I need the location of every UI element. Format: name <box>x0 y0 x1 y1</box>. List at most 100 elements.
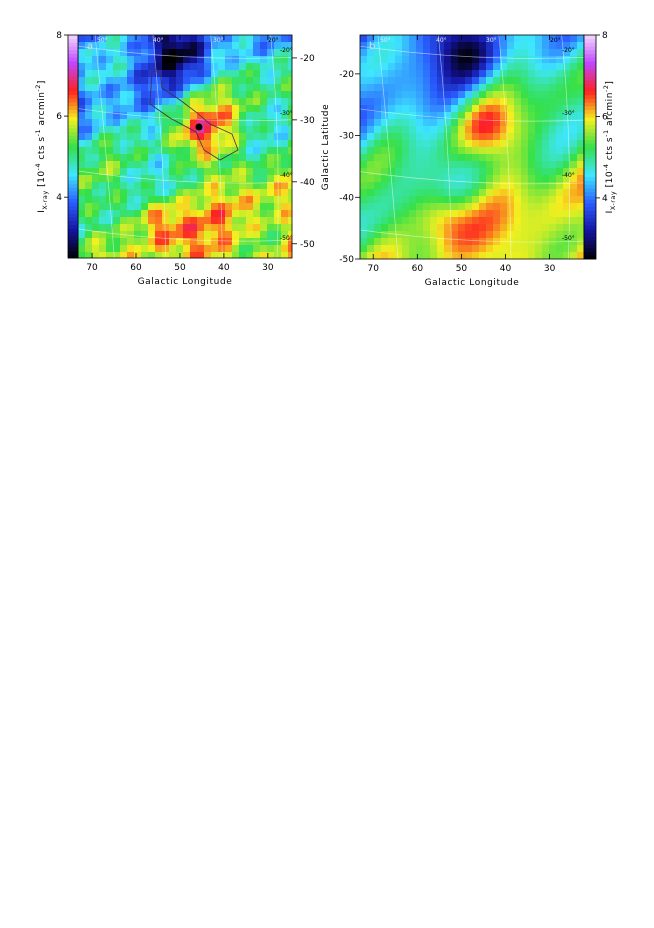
map-pixel <box>416 105 424 113</box>
map-pixel <box>395 77 403 85</box>
map-pixel <box>190 140 198 148</box>
map-pixel <box>162 98 170 106</box>
map-pixel <box>267 133 275 141</box>
map-pixel <box>155 63 163 71</box>
map-pixel <box>281 175 289 183</box>
colorbar-swatch <box>68 57 78 62</box>
map-pixel <box>437 203 445 211</box>
map-pixel <box>120 175 128 183</box>
map-pixel <box>514 35 522 43</box>
map-pixel <box>148 91 156 99</box>
map-pixel <box>360 126 368 134</box>
map-pixel <box>225 42 233 50</box>
map-pixel <box>288 77 293 85</box>
map-pixel <box>197 63 205 71</box>
map-pixel <box>542 182 550 190</box>
map-pixel <box>148 175 156 183</box>
map-pixel <box>479 217 487 225</box>
map-pixel <box>176 168 184 176</box>
map-pixel <box>176 119 184 127</box>
map-pixel <box>437 126 445 134</box>
map-pixel <box>367 56 375 64</box>
map-pixel <box>479 112 487 120</box>
panel: a50° 40° 30° 20°-20°-30°-40°-50°70 60 50 40 30G… <box>34 31 315 287</box>
map-pixel <box>465 77 473 85</box>
map-pixel <box>535 252 543 260</box>
map-pixel <box>458 196 466 204</box>
map-pixel <box>78 175 86 183</box>
map-pixel <box>92 189 100 197</box>
grid-label: 50° <box>380 37 391 44</box>
map-pixel <box>169 210 177 218</box>
map-pixel <box>514 133 522 141</box>
map-pixel <box>563 49 571 57</box>
map-pixel <box>493 147 501 155</box>
map-pixel <box>169 140 177 148</box>
map-pixel <box>472 210 480 218</box>
map-pixel <box>267 105 275 113</box>
map-pixel <box>409 42 417 50</box>
map-pixel <box>113 154 121 162</box>
map-pixel <box>176 63 184 71</box>
map-pixel <box>274 126 282 134</box>
map-pixel <box>267 175 275 183</box>
map-pixel <box>577 35 585 43</box>
map-pixel <box>134 133 142 141</box>
map-pixel <box>535 56 543 64</box>
map-pixel <box>437 182 445 190</box>
map-pixel <box>99 238 107 246</box>
map-pixel <box>528 112 536 120</box>
map-pixel <box>99 168 107 176</box>
map-pixel <box>514 189 522 197</box>
map-pixel <box>99 119 107 127</box>
map-pixel <box>232 42 240 50</box>
y-tick-label: -50 <box>339 255 354 265</box>
map-pixel <box>141 210 149 218</box>
colorbar-swatch <box>68 127 78 133</box>
map-pixel <box>360 210 368 218</box>
map-pixel <box>465 63 473 71</box>
map-pixel <box>409 161 417 169</box>
map-pixel <box>360 217 368 225</box>
map-pixel <box>141 63 149 71</box>
map-pixel <box>570 196 578 204</box>
map-pixel <box>563 84 571 92</box>
map-pixel <box>155 147 163 155</box>
map-pixel <box>563 203 571 211</box>
map-pixel <box>78 77 86 85</box>
map-pixel <box>563 217 571 225</box>
map-pixel <box>521 140 529 148</box>
map-pixel <box>549 196 557 204</box>
map-pixel <box>528 84 536 92</box>
map-pixel <box>542 224 550 232</box>
colorbar-title-part: I <box>605 210 615 213</box>
map-pixel <box>486 42 494 50</box>
map-pixel <box>423 63 431 71</box>
map-pixel <box>106 70 114 78</box>
map-pixel <box>204 196 212 204</box>
map-pixel <box>211 182 219 190</box>
map-pixel <box>260 112 268 120</box>
map-pixel <box>430 168 438 176</box>
map-pixel <box>260 56 268 64</box>
map-pixel <box>120 182 128 190</box>
map-pixel <box>113 147 121 155</box>
map-pixel <box>113 252 121 259</box>
colorbar-swatch <box>68 146 78 151</box>
map-pixel <box>267 245 275 253</box>
map-pixel <box>479 56 487 64</box>
map-pixel <box>542 238 550 246</box>
map-pixel <box>267 224 275 232</box>
map-pixel <box>99 105 107 113</box>
map-pixel <box>106 84 114 92</box>
map-pixel <box>127 168 135 176</box>
x-tick-label: 70 <box>368 264 380 274</box>
map-pixel <box>232 35 240 43</box>
colorbar-title-part: -1 <box>34 129 42 136</box>
map-pixel <box>155 231 163 239</box>
map-pixel <box>225 168 233 176</box>
map-pixel <box>381 231 389 239</box>
grid-label: -20° <box>562 47 575 54</box>
map-pixel <box>225 161 233 169</box>
map-pixel <box>479 42 487 50</box>
